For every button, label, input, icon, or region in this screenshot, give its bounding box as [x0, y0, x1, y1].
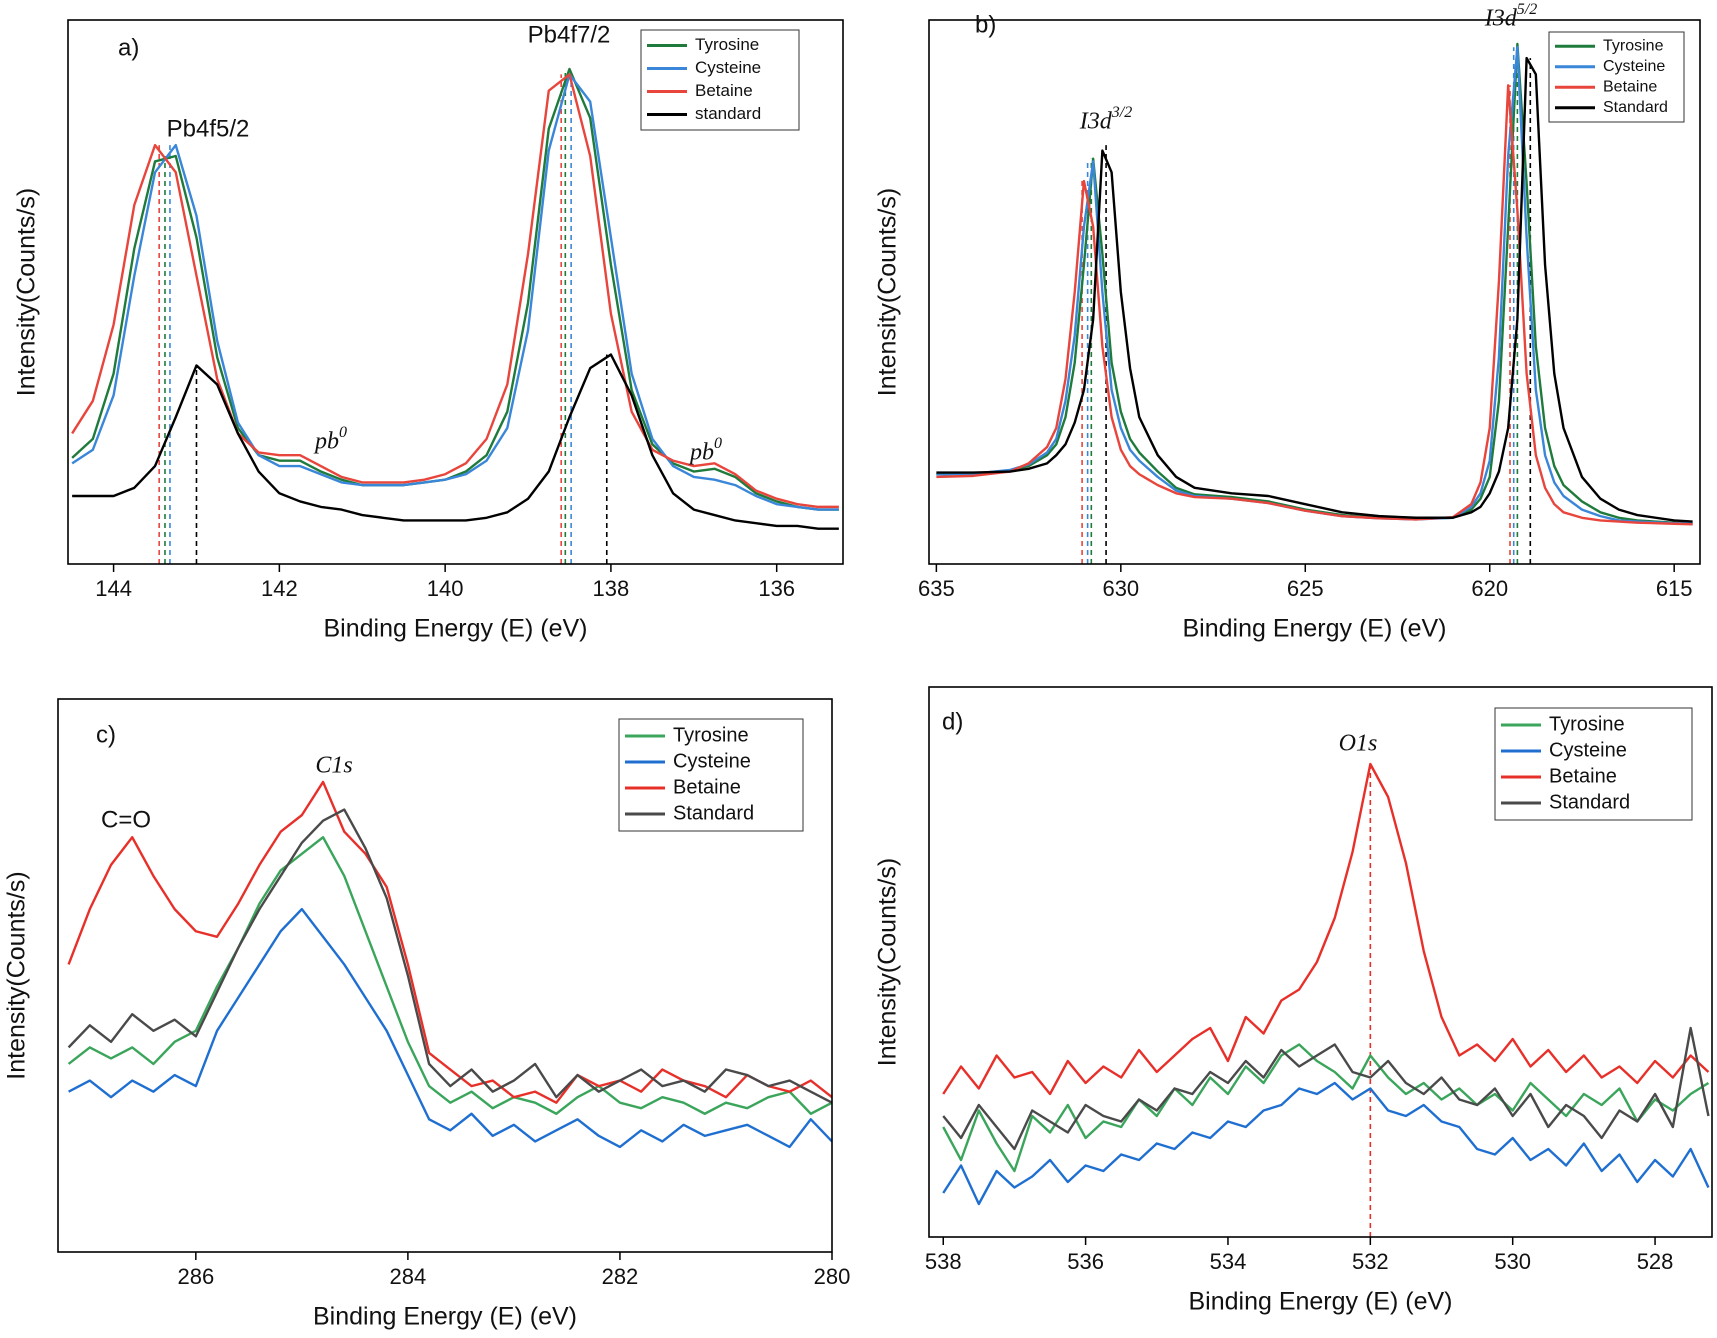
legend-label: Cysteine: [1603, 58, 1665, 75]
axes-frame: [928, 686, 1713, 1238]
x-tick-label: 280: [814, 1264, 851, 1289]
series-line: [67, 808, 833, 1104]
annotation: O1s: [1339, 731, 1378, 757]
series-line: [71, 67, 839, 511]
x-tick-label: 530: [1494, 1249, 1531, 1274]
series-line: [67, 836, 833, 1115]
legend-label: Tyrosine: [1603, 37, 1664, 54]
y-axis-label: Intensity(Counts/s): [874, 858, 902, 1066]
x-tick-label: 630: [1102, 576, 1139, 601]
axes-frame: [67, 19, 844, 565]
x-tick-label: 536: [1067, 1249, 1104, 1274]
annotation: pb0: [688, 435, 722, 466]
series-line: [942, 762, 1710, 1096]
series-line: [942, 1081, 1710, 1206]
x-tick-label: 620: [1471, 576, 1508, 601]
legend-label: Betaine: [1603, 78, 1657, 95]
legend-label: Tyrosine: [673, 724, 749, 746]
x-tick-label: 286: [177, 1264, 214, 1289]
panel-label: d): [942, 708, 963, 735]
series-line: [942, 1043, 1710, 1173]
legend-label: Betaine: [1549, 765, 1617, 787]
annotation-superscript: 3/2: [1111, 104, 1132, 121]
series-line: [942, 1026, 1710, 1151]
x-tick-label: 615: [1656, 576, 1693, 601]
x-tick-label: 532: [1352, 1249, 1389, 1274]
x-tick-label: 144: [95, 576, 132, 601]
legend-label: Standard: [673, 802, 754, 824]
x-axis-label: Binding Energy (E) (eV): [323, 615, 587, 643]
annotation-superscript: 5/2: [1517, 1, 1537, 18]
y-axis-label: Intensity(Counts/s): [874, 188, 902, 396]
y-axis-label: Intensity(Counts/s): [13, 188, 41, 396]
annotation-superscript: 0: [714, 435, 722, 452]
axes-frame: [928, 19, 1701, 565]
x-tick-label: 142: [261, 576, 298, 601]
legend-label: Betaine: [673, 776, 741, 798]
annotation-superscript: 0: [339, 424, 347, 441]
x-axis-label: Binding Energy (E) (eV): [1182, 615, 1446, 643]
legend-label: standard: [695, 104, 761, 123]
series-line: [936, 84, 1693, 526]
legend-label: Tyrosine: [1549, 713, 1625, 735]
panel-label: c): [96, 721, 116, 748]
legend-box: [1494, 707, 1693, 821]
legend-label: Standard: [1549, 791, 1630, 813]
x-tick-label: 284: [390, 1264, 427, 1289]
x-tick-label: 538: [925, 1249, 962, 1274]
series-line: [71, 73, 839, 511]
x-tick-label: 534: [1210, 1249, 1247, 1274]
legend-label: Betaine: [695, 81, 753, 100]
series-line: [936, 56, 1693, 523]
x-tick-label: 528: [1637, 1249, 1674, 1274]
annotation: Pb4f5/2: [167, 115, 250, 142]
annotation: C1s: [315, 753, 352, 779]
annotation: I3d3/2: [1079, 104, 1132, 135]
x-tick-label: 136: [758, 576, 795, 601]
panel-label: b): [975, 11, 996, 38]
x-tick-label: 625: [1287, 576, 1324, 601]
annotation: pb0: [313, 424, 347, 455]
annotation: I3d5/2: [1484, 1, 1537, 32]
x-axis-label: Binding Energy (E) (eV): [313, 1303, 577, 1331]
x-tick-label: 138: [593, 576, 630, 601]
x-tick-label: 282: [602, 1264, 639, 1289]
x-tick-label: 140: [427, 576, 464, 601]
x-axis-label: Binding Energy (E) (eV): [1188, 1288, 1452, 1316]
legend-label: Cysteine: [1549, 739, 1627, 761]
legend-box: [618, 718, 804, 832]
series-line: [71, 73, 839, 509]
x-tick-label: 635: [918, 576, 955, 601]
legend-label: Cysteine: [695, 58, 761, 77]
series-line: [67, 780, 833, 1104]
legend-label: Cysteine: [673, 750, 751, 772]
annotation: Pb4f7/2: [528, 21, 611, 48]
annotation: C=O: [101, 806, 151, 833]
y-axis-label: Intensity(Counts/s): [3, 871, 31, 1079]
series-line: [72, 353, 839, 530]
series-line: [68, 907, 833, 1149]
legend-label: Tyrosine: [695, 35, 759, 54]
panel-label: a): [118, 34, 139, 61]
axes-frame: [57, 698, 833, 1253]
legend-label: Standard: [1603, 99, 1668, 116]
